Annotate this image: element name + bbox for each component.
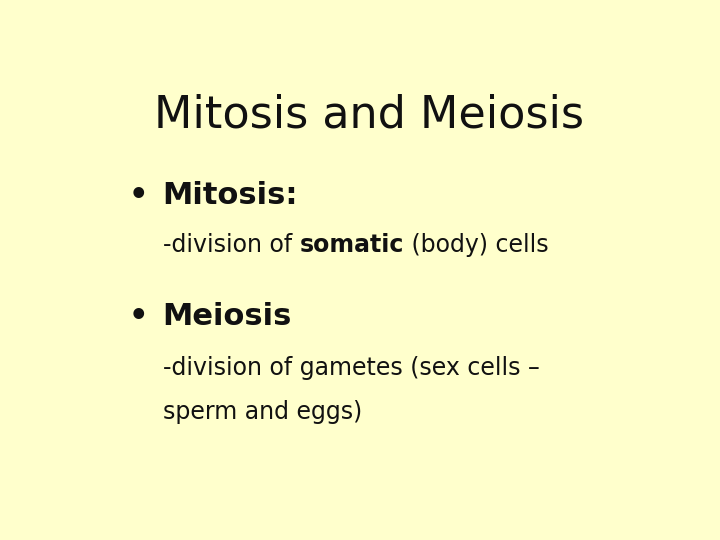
Text: somatic: somatic [300,233,404,257]
Text: •: • [129,181,148,210]
Text: •: • [129,302,148,331]
Text: Mitosis:: Mitosis: [163,181,298,210]
Text: Meiosis: Meiosis [163,302,292,331]
Text: -division of gametes (sex cells –: -division of gametes (sex cells – [163,356,539,380]
Text: Mitosis and Meiosis: Mitosis and Meiosis [154,94,584,137]
Text: sperm and eggs): sperm and eggs) [163,400,361,423]
Text: (body) cells: (body) cells [404,233,549,257]
Text: -division of: -division of [163,233,300,257]
